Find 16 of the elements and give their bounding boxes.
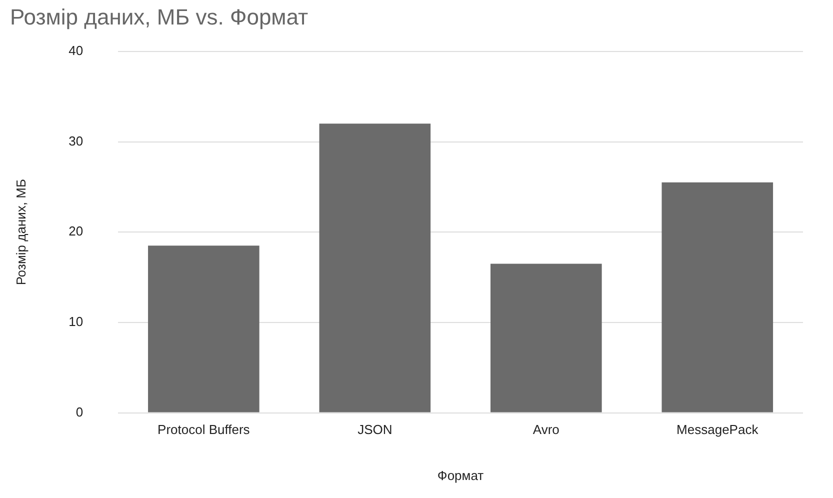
y-tick-label: 10: [68, 314, 84, 330]
bar: [148, 246, 260, 412]
chart-title: Розмір даних, МБ vs. Формат: [10, 4, 308, 30]
x-tick-label: Protocol Buffers: [158, 422, 250, 438]
bar: [319, 124, 431, 412]
y-tick-label: 0: [76, 404, 84, 420]
y-axis-title: Розмір даних, МБ: [13, 179, 28, 286]
y-tick-label: 40: [68, 42, 84, 58]
y-tick-label: 20: [68, 224, 84, 239]
bar: [490, 264, 602, 412]
x-tick-label: JSON: [358, 422, 392, 438]
bar: [662, 182, 774, 412]
x-axis-title: Формат: [437, 468, 484, 483]
y-tick-label: 30: [68, 133, 84, 148]
x-tick-label: Avro: [532, 422, 560, 438]
x-tick-label: MessagePack: [676, 422, 759, 438]
